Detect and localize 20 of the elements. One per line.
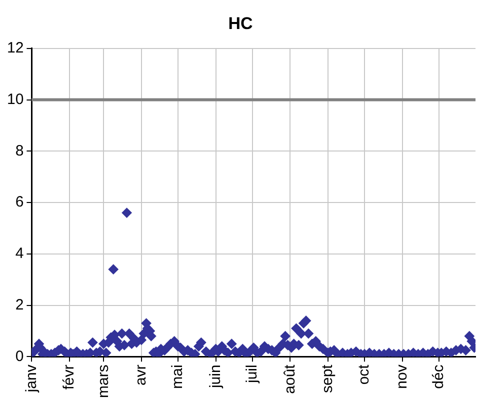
x-tick-label: avr bbox=[132, 364, 150, 386]
x-tick-label: juil bbox=[244, 364, 261, 384]
y-tick-label: 4 bbox=[15, 245, 24, 262]
x-tick-label: janv bbox=[22, 364, 40, 394]
chart-title: HC bbox=[228, 14, 253, 33]
x-tick-label: févr bbox=[60, 364, 78, 390]
y-tick-label: 2 bbox=[15, 296, 24, 314]
y-tick-label: 10 bbox=[6, 90, 24, 108]
y-tick-label: 12 bbox=[6, 40, 24, 57]
y-tick-label: 8 bbox=[15, 142, 24, 160]
x-tick-label: mai bbox=[169, 364, 186, 389]
x-tick-label: août bbox=[281, 364, 298, 394]
x-tick-label: sept bbox=[319, 364, 336, 394]
y-tick-label: 0 bbox=[15, 348, 24, 365]
x-tick-label: déc bbox=[430, 364, 448, 389]
x-tick-label: mars bbox=[94, 364, 112, 398]
x-tick-label: nov bbox=[393, 364, 410, 389]
y-tick-label: 6 bbox=[15, 194, 24, 211]
x-tick-label: oct bbox=[356, 364, 373, 385]
x-tick-label: juin bbox=[206, 364, 224, 390]
